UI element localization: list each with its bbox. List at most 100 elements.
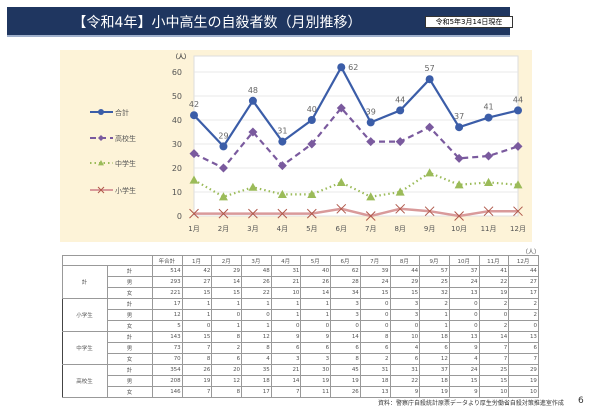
table-cell: 1	[300, 298, 332, 310]
table-cell: 5	[152, 320, 183, 332]
table-cell: 32	[419, 287, 450, 299]
data-point	[395, 137, 405, 147]
data-point	[454, 180, 464, 189]
column-header: 年合計	[152, 255, 183, 266]
data-point	[218, 163, 228, 173]
x-tick-label: 10月	[451, 225, 467, 233]
table-cell: 10	[478, 386, 510, 398]
table-cell: 1	[241, 298, 272, 310]
table-cell: 14	[330, 331, 361, 343]
series-line	[193, 106, 519, 170]
table-cell: 10	[508, 386, 539, 398]
data-label: 39	[366, 107, 376, 116]
data-point	[219, 142, 228, 151]
table-cell: 19	[300, 375, 332, 387]
table-cell: 9	[389, 386, 421, 398]
table-cell: 7	[181, 342, 213, 354]
data-point	[454, 153, 464, 163]
data-point	[98, 135, 104, 141]
table-cell: 31	[389, 364, 421, 376]
table-cell: 14	[270, 375, 302, 387]
data-point	[189, 208, 199, 219]
table-cell: 14	[478, 331, 510, 343]
table-cell: 44	[389, 265, 421, 277]
data-label: 31	[277, 127, 287, 136]
line-chart: 0 10 20 30 40 50 60 （人） 1月 2月 3月 4月 5月 6月 7月 8月 9月 10月 11月…	[90, 53, 526, 233]
table-cell: 7	[181, 386, 213, 398]
table-row: 女 146 7 8 17 7 11 26 13 9 19 9 10 10	[63, 386, 539, 398]
table-cell: 0	[448, 298, 480, 310]
data-point	[277, 208, 288, 219]
column-header: 2月	[211, 255, 243, 266]
data-point	[336, 203, 347, 214]
table-cell: 14	[300, 287, 332, 299]
table-cell: 12	[241, 331, 272, 343]
row-label: 女	[107, 320, 153, 332]
table-cell: 1	[419, 309, 450, 321]
table-cell: 25	[478, 364, 510, 376]
table-cell: 18	[419, 331, 450, 343]
table-cell: 30	[300, 364, 332, 376]
table-cell: 0	[359, 309, 391, 321]
data-point	[307, 116, 316, 124]
table-cell: 20	[211, 364, 243, 376]
table-cell: 12	[211, 375, 243, 387]
table-cell: 18	[241, 375, 272, 387]
table-cell: 14	[211, 276, 243, 288]
table-cell: 0	[359, 320, 391, 332]
data-point	[513, 180, 523, 189]
table-cell: 42	[181, 265, 213, 277]
data-label: 37	[454, 112, 464, 121]
series-line	[193, 64, 519, 149]
title-bar: 【令和4年】小中高生の自殺者数（月別推移） 令和5年3月14日現在	[7, 7, 513, 37]
data-point	[218, 192, 228, 201]
table-cell: 9	[448, 386, 480, 398]
table-cell: 12	[152, 309, 183, 321]
table-cell: 35	[241, 364, 272, 376]
table-cell: 6	[389, 353, 421, 365]
table-cell: 293	[152, 276, 183, 288]
table-cell: 19	[181, 375, 213, 387]
table-cell: 13	[448, 331, 480, 343]
data-point	[366, 118, 375, 127]
table-cell: 57	[419, 265, 450, 277]
table-cell: 24	[359, 276, 391, 288]
table-cell: 0	[181, 320, 213, 332]
y-tick-label: 40	[172, 116, 182, 125]
y-tick-label: 30	[172, 140, 182, 149]
y-tick-label: 10	[172, 188, 182, 197]
page-number: 6	[578, 396, 584, 406]
table-row: 男 73 7 2 8 6 6 6 6 4 6 9 7 6	[63, 342, 539, 354]
table-cell: 1	[270, 298, 302, 310]
table-cell: 44	[508, 265, 539, 277]
table-cell: 221	[152, 287, 183, 299]
table-cell: 10	[389, 331, 421, 343]
table-cell: 1	[181, 309, 213, 321]
row-label: 女	[107, 353, 153, 365]
data-point	[307, 189, 317, 198]
data-point	[337, 63, 346, 72]
table-cell: 0	[359, 298, 391, 310]
column-header: 6月	[330, 255, 361, 266]
table-cell: 143	[152, 331, 183, 343]
table-cell: 6	[300, 342, 332, 354]
data-label: 44	[395, 95, 405, 104]
table-row: 男 12 1 0 0 1 1 3 0 3 1 0 0 2	[63, 309, 539, 321]
table-cell: 22	[389, 375, 421, 387]
y-axis-label: （人）	[172, 53, 190, 61]
x-tick-label: 6月	[336, 225, 347, 233]
table-row: 男 208 19 12 18 14 19 19 18 22 18 15 15 19	[63, 375, 539, 387]
table-cell: 18	[419, 375, 450, 387]
table-cell: 0	[448, 320, 480, 332]
data-point	[98, 160, 104, 166]
table-unit: （人）	[522, 249, 541, 256]
table-cell: 6	[211, 353, 243, 365]
legend-label: 小学生	[115, 186, 136, 195]
corner-cell	[62, 255, 153, 266]
data-point	[248, 208, 258, 219]
page-title: 【令和4年】小中高生の自殺者数（月別推移）	[72, 15, 362, 31]
table-cell: 0	[508, 320, 539, 332]
table-cell: 34	[330, 287, 361, 299]
table-cell: 28	[330, 276, 361, 288]
